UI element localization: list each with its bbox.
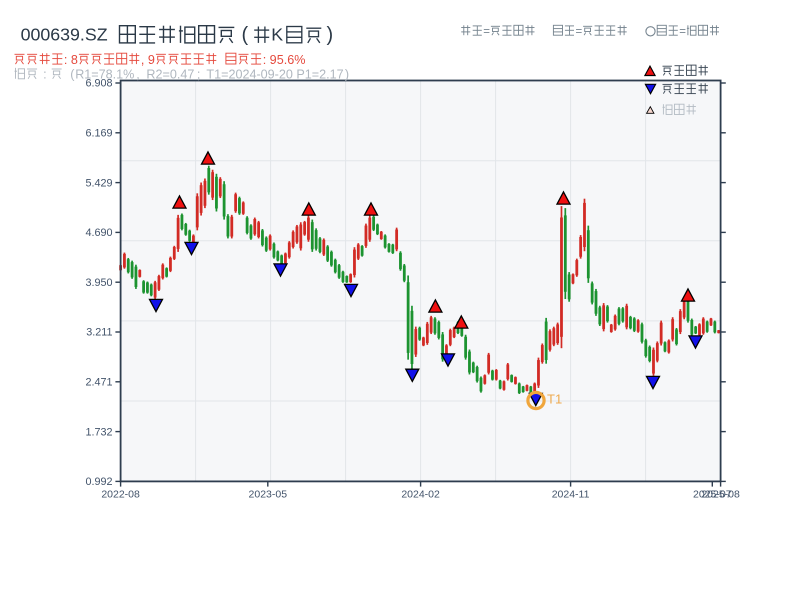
svg-text:4.690: 4.690: [85, 227, 112, 239]
svg-text::: :: [43, 68, 47, 82]
svg-text:T1=2024-09-20 P1=2.17: T1=2024-09-20 P1=2.17: [206, 68, 343, 82]
svg-text:5.429: 5.429: [85, 177, 112, 189]
svg-text:2023-05: 2023-05: [249, 489, 288, 501]
svg-text:: 95.6%: : 95.6%: [263, 53, 306, 67]
svg-text:2022-08: 2022-08: [101, 489, 140, 501]
svg-text:2025-08: 2025-08: [701, 489, 740, 501]
svg-text:T1: T1: [547, 391, 562, 406]
svg-text:6.169: 6.169: [85, 128, 112, 140]
svg-text:3.950: 3.950: [85, 277, 112, 289]
svg-text:K: K: [271, 25, 283, 45]
svg-text:(: (: [242, 24, 249, 46]
svg-text:;: ;: [197, 68, 201, 82]
svg-text:,: ,: [136, 68, 140, 82]
svg-text:R1=78.1%: R1=78.1%: [75, 68, 134, 82]
svg-text:=: =: [576, 26, 583, 38]
svg-text:R2=0.47: R2=0.47: [146, 68, 194, 82]
svg-text:6.908: 6.908: [85, 78, 112, 90]
svg-text:=: =: [679, 26, 686, 38]
svg-text:): ): [327, 24, 334, 46]
svg-text:=: =: [483, 26, 490, 38]
svg-text:000639.SZ: 000639.SZ: [21, 25, 108, 45]
svg-text:2024-02: 2024-02: [401, 489, 440, 501]
svg-text:2024-11: 2024-11: [552, 489, 590, 501]
svg-text:0.992: 0.992: [85, 476, 112, 488]
svg-text:): ): [345, 68, 349, 82]
svg-text:2.471: 2.471: [85, 377, 112, 389]
svg-text:, 9: , 9: [141, 53, 155, 67]
svg-text:2025-07: 2025-07: [693, 489, 732, 501]
svg-text:(: (: [70, 68, 75, 82]
svg-text:3.211: 3.211: [86, 327, 112, 339]
svg-text:1.732: 1.732: [85, 426, 112, 438]
svg-text:: 8: : 8: [64, 53, 78, 67]
